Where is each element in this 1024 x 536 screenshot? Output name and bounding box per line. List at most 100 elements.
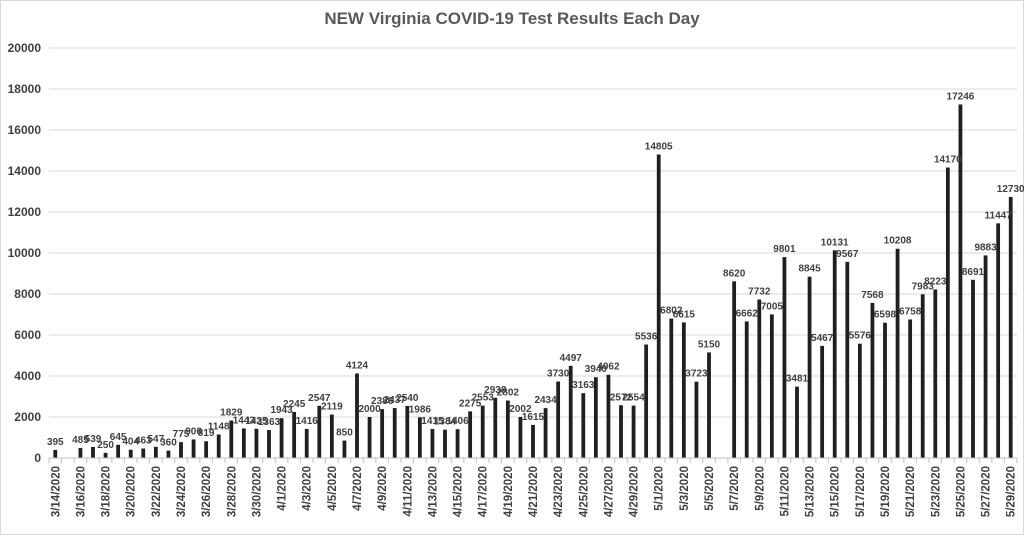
data-label: 5536 <box>635 332 658 343</box>
x-tick-label: 4/3/2020 <box>302 466 314 511</box>
bar <box>933 289 938 458</box>
data-label: 645 <box>110 432 127 443</box>
bar <box>417 417 422 458</box>
x-tick-label: 3/26/2020 <box>201 466 213 517</box>
data-label: 2000 <box>358 404 381 415</box>
data-label: 8620 <box>723 268 746 279</box>
chart-title: NEW Virginia COVID-19 Test Results Each … <box>324 9 700 28</box>
bar <box>254 428 259 458</box>
bar <box>631 405 636 458</box>
x-tick-label: 5/15/2020 <box>830 466 842 517</box>
data-label: 3940 <box>585 364 608 375</box>
bar <box>380 409 385 458</box>
data-label: 3481 <box>786 374 809 385</box>
x-tick-label: 5/21/2020 <box>905 466 917 517</box>
bar <box>116 444 121 458</box>
gridlines <box>49 47 1017 418</box>
bar <box>920 294 925 458</box>
x-tick-label: 3/22/2020 <box>151 466 163 517</box>
bar <box>656 154 661 458</box>
data-label: 1943 <box>270 405 293 416</box>
bar <box>556 381 561 458</box>
bar <box>329 414 334 458</box>
data-label: 2554 <box>622 393 645 404</box>
bar <box>141 448 146 458</box>
x-tick-label: 5/11/2020 <box>779 466 791 517</box>
bar <box>644 344 649 458</box>
x-tick-label: 4/29/2020 <box>629 466 641 517</box>
x-tick-label: 5/3/2020 <box>679 466 691 511</box>
bar <box>543 408 548 458</box>
x-tick-label: 5/29/2020 <box>1006 466 1018 517</box>
bar <box>443 429 447 458</box>
data-label: 1829 <box>220 408 243 419</box>
data-label: 2437 <box>384 395 407 406</box>
x-tick-label: 5/13/2020 <box>805 466 817 517</box>
data-label: 14805 <box>645 141 673 152</box>
bar <box>757 299 762 458</box>
bar <box>480 405 485 458</box>
bar <box>958 104 963 458</box>
x-tick-label: 5/5/2020 <box>704 466 716 511</box>
data-label: 5467 <box>811 333 834 344</box>
data-label: 7732 <box>748 286 771 297</box>
data-label: 850 <box>336 428 353 439</box>
x-tick-label: 5/1/2020 <box>654 466 666 511</box>
data-label: 539 <box>85 434 102 445</box>
y-axis-ticks: 0 2000 4000 6000 8000 10000 12000 14000 16000 180… <box>8 41 42 465</box>
data-label: 6598 <box>874 310 897 321</box>
y-tick-label: 4000 <box>14 369 41 383</box>
y-tick-label: 18000 <box>8 82 42 96</box>
bar <box>179 442 183 458</box>
bar <box>945 167 950 458</box>
bar <box>895 248 900 458</box>
x-tick-label: 5/23/2020 <box>930 466 942 517</box>
bar <box>392 408 397 458</box>
data-label: 7568 <box>861 290 884 301</box>
x-tick-label: 3/16/2020 <box>75 466 87 517</box>
data-label: 5150 <box>698 339 721 350</box>
bar <box>795 386 799 458</box>
x-tick-label: 4/17/2020 <box>478 466 490 517</box>
bar <box>870 302 875 458</box>
y-tick-label: 14000 <box>8 164 42 178</box>
data-label: 2572 <box>610 392 633 403</box>
data-label: 2002 <box>509 404 532 415</box>
data-label: 819 <box>198 428 215 439</box>
data-label: 1443 <box>233 415 256 426</box>
x-tick-label: 4/21/2020 <box>528 466 540 517</box>
data-label: 9883 <box>974 242 997 253</box>
data-label: 2553 <box>472 393 495 404</box>
data-label: 2275 <box>459 398 482 409</box>
data-label: 3163 <box>572 380 595 391</box>
data-label: 1425 <box>245 416 268 427</box>
y-tick-label: 6000 <box>14 328 41 342</box>
data-label: 8691 <box>962 267 985 278</box>
y-tick-label: 10000 <box>8 246 42 260</box>
data-label: 7005 <box>761 301 784 312</box>
data-label: 250 <box>97 440 114 451</box>
bar <box>292 411 297 458</box>
bar <box>883 322 887 458</box>
bar <box>619 405 623 458</box>
x-tick-label: 3/18/2020 <box>101 466 113 517</box>
bar <box>782 257 787 458</box>
x-axis <box>48 457 1018 463</box>
data-label: 2434 <box>534 395 557 406</box>
x-tick-label: 4/7/2020 <box>352 466 364 511</box>
x-tick-label: 4/9/2020 <box>377 466 389 511</box>
data-label: 2802 <box>497 388 520 399</box>
data-label: 463 <box>135 436 152 447</box>
bar <box>91 446 95 458</box>
bar <box>845 261 850 458</box>
data-label: 2245 <box>283 399 306 410</box>
x-tick-label: 4/23/2020 <box>553 466 565 517</box>
data-label: 11447 <box>985 210 1013 221</box>
data-label: 360 <box>160 438 177 449</box>
y-tick-label: 8000 <box>14 287 41 301</box>
x-tick-label: 3/28/2020 <box>226 466 238 517</box>
data-label: 10208 <box>884 236 912 247</box>
x-tick-label: 4/27/2020 <box>603 466 615 517</box>
bar <box>707 352 711 458</box>
